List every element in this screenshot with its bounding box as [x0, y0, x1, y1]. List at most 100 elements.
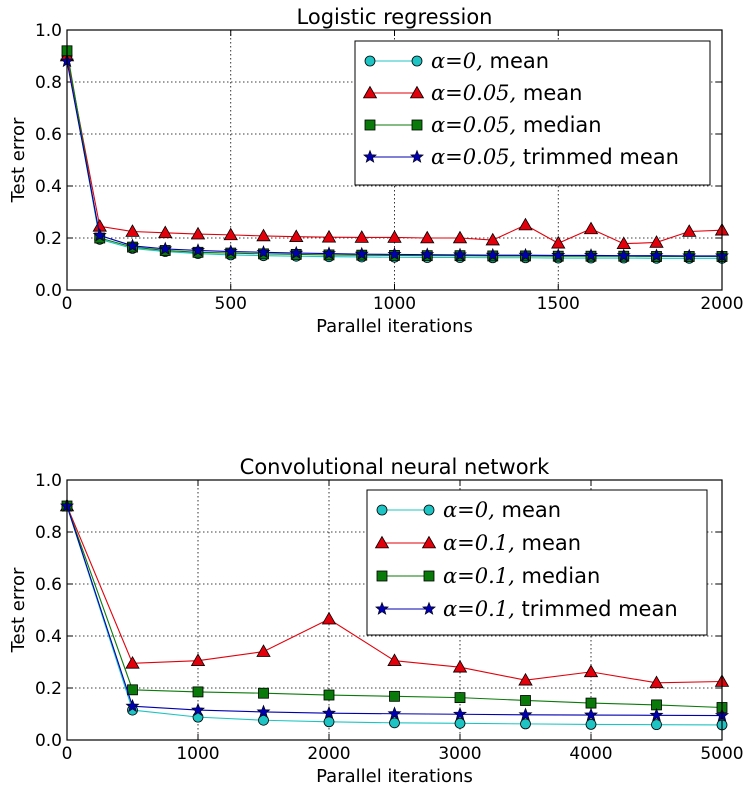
chart-title: Convolutional neural network: [240, 455, 551, 479]
data-point: [518, 707, 533, 721]
data-point: [387, 706, 402, 720]
data-point: [485, 232, 500, 246]
legend-marker: [421, 535, 437, 549]
legend-text: mean: [490, 49, 550, 73]
data-point: [520, 695, 531, 706]
data-point: [454, 717, 466, 729]
data-point: [125, 655, 140, 669]
data-point: [518, 672, 533, 686]
data-point: [354, 246, 369, 261]
legend-math: α=0.1,: [443, 597, 522, 621]
legend-label: α=0, mean: [431, 49, 549, 73]
legend-math: α=0.1,: [443, 531, 522, 555]
legend-label: α=0.1, trimmed mean: [443, 597, 678, 621]
data-point: [256, 704, 271, 718]
y-tick-label: 0.4: [35, 177, 62, 197]
legend-label: α=0.1, mean: [443, 531, 581, 555]
data-point: [256, 228, 271, 242]
legend-text: median: [523, 113, 602, 137]
data-point: [518, 247, 533, 262]
data-point: [192, 686, 204, 698]
data-point: [323, 716, 335, 728]
data-point: [127, 684, 138, 696]
data-point: [256, 644, 271, 657]
x-tick-label: 0: [62, 744, 73, 764]
x-tick-label: 3000: [438, 744, 481, 764]
legend-math: α=0,: [443, 498, 502, 522]
y-tick-label: 0.2: [35, 679, 62, 699]
y-tick-label: 0.8: [35, 73, 62, 93]
data-point: [518, 217, 533, 231]
legend-label: α=0.05, mean: [431, 81, 582, 105]
data-point: [420, 230, 435, 244]
data-point: [289, 229, 304, 242]
data-point: [389, 690, 400, 702]
data-point: [387, 653, 402, 666]
legend-marker: [423, 570, 435, 582]
legend: α=0, mean α=0.1, mean α=0.1, median α=0.1, …: [366, 489, 708, 636]
legend-math: α=0.05,: [431, 113, 523, 137]
legend-item: α=0, mean: [364, 49, 549, 73]
legend-marker: [376, 504, 388, 516]
data-point: [583, 221, 599, 235]
x-axis-label: Parallel iterations: [316, 766, 473, 787]
legend-item: α=0.1, median: [376, 564, 600, 588]
y-tick-label: 1.0: [35, 471, 62, 491]
data-point: [125, 238, 140, 252]
data-point: [354, 230, 369, 243]
x-tick-label: 1500: [537, 294, 580, 314]
x-tick-label: 0: [62, 294, 73, 314]
data-point: [585, 697, 597, 709]
data-point: [649, 235, 664, 248]
y-tick-label: 0.0: [35, 731, 62, 751]
legend-marker: [376, 570, 388, 582]
data-point: [651, 719, 662, 731]
data-point: [616, 236, 631, 249]
data-point: [323, 689, 335, 701]
legend-text: trimmed mean: [523, 145, 679, 169]
legend-text: trimmed mean: [522, 597, 678, 621]
data-point: [420, 247, 435, 261]
data-point: [649, 707, 664, 722]
data-point: [223, 227, 238, 241]
x-tick-label: 2000: [307, 744, 350, 764]
data-point: [258, 687, 269, 699]
legend-text: mean: [523, 81, 583, 105]
x-tick-label: 1000: [373, 294, 416, 314]
legend-item: α=0.05, trimmed mean: [363, 145, 679, 169]
data-point: [454, 692, 466, 704]
data-point: [485, 247, 500, 262]
legend-math: α=0.05,: [431, 81, 523, 105]
x-tick-label: 1000: [176, 744, 219, 764]
data-point: [190, 653, 206, 666]
legend-marker: [364, 55, 376, 67]
data-point: [190, 226, 206, 240]
x-tick-label: 500: [215, 294, 247, 314]
series-mean-1: [61, 500, 728, 731]
data-point: [452, 659, 468, 673]
chart-1: 0 500 1000 1500 2000 0.0 0.2 0.4 0.6 0.8 1.0 Logist…: [8, 5, 744, 337]
data-point: [584, 707, 598, 721]
legend-marker: [364, 119, 376, 131]
data-point: [322, 246, 336, 260]
series-median-3: [61, 500, 728, 713]
legend-text: mean: [502, 498, 562, 522]
y-tick-label: 0.6: [35, 575, 62, 595]
legend-marker: [422, 601, 436, 615]
data-point: [585, 719, 597, 730]
legend-marker: [423, 504, 435, 516]
legend-math: α=0,: [431, 49, 490, 73]
legend-item: α=0.05, mean: [362, 81, 582, 105]
legend-item: α=0.05, median: [364, 113, 602, 137]
series-mean-2: [59, 48, 730, 249]
data-point: [258, 714, 269, 726]
data-point: [191, 702, 205, 717]
data-point: [452, 230, 468, 244]
y-tick-label: 0.8: [35, 523, 62, 543]
data-point: [551, 248, 566, 262]
data-point: [389, 717, 400, 729]
legend-label: α=0.05, median: [431, 113, 602, 137]
data-point: [551, 235, 566, 249]
data-point: [321, 611, 337, 625]
